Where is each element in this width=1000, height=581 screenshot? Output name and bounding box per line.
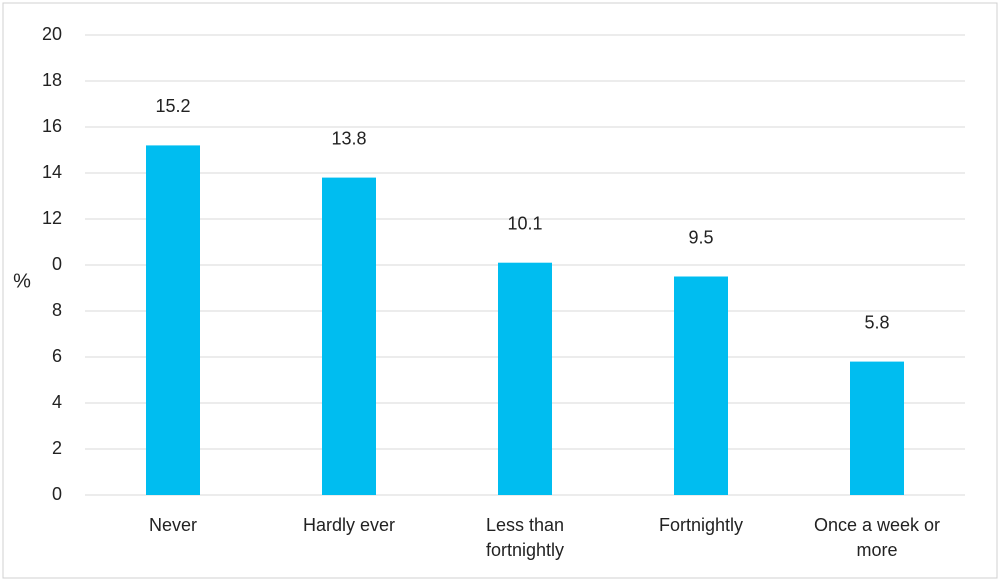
y-tick-label: 6	[52, 346, 62, 366]
y-tick-label: 0	[52, 254, 62, 274]
bar	[674, 276, 728, 495]
y-tick-label: 18	[42, 70, 62, 90]
x-tick-label: Hardly ever	[302, 515, 396, 535]
value-label: 15.2	[155, 96, 190, 116]
bar	[498, 262, 552, 495]
x-tick-label: Less than fortnightly	[485, 515, 565, 560]
value-label: 13.8	[331, 128, 366, 148]
bar	[322, 177, 376, 495]
y-axis-label: %	[13, 270, 31, 292]
value-label: 9.5	[688, 227, 713, 247]
bar	[146, 145, 200, 495]
y-tick-label: 0	[52, 484, 62, 504]
value-label: 5.8	[864, 312, 889, 332]
y-tick-label: 12	[42, 208, 62, 228]
y-tick-label: 8	[52, 300, 62, 320]
x-tick-label: Fortnightly	[658, 515, 744, 535]
y-tick-label: 4	[52, 392, 62, 412]
bar	[850, 361, 904, 495]
y-tick-label: 14	[42, 162, 62, 182]
y-tick-label: 2	[52, 438, 62, 458]
y-tick-label: 16	[42, 116, 62, 136]
value-label: 10.1	[507, 213, 542, 233]
y-tick-label: 20	[42, 24, 62, 44]
x-tick-label: Once a week or more	[813, 515, 941, 560]
x-tick-label: Never	[148, 515, 197, 535]
